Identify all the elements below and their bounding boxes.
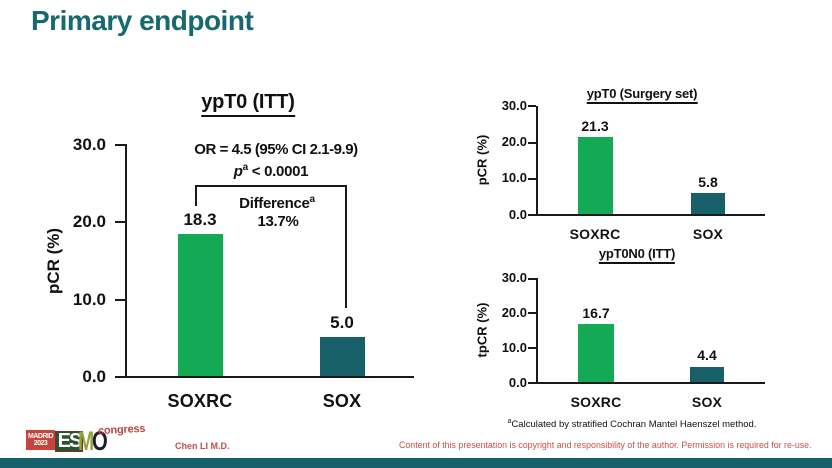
category-label: SOXRC <box>570 394 622 410</box>
difference-superscript: a <box>309 194 316 205</box>
difference-text: Difference <box>239 195 310 212</box>
category-label: SOX <box>691 394 723 410</box>
bar-value-label: 5.0 <box>330 312 354 332</box>
logo-year: 2023 <box>33 440 48 447</box>
odds-ratio-annotation: OR = 4.5 (95% CI 2.1-9.9) <box>194 141 358 158</box>
difference-value: 13.7% <box>257 213 299 230</box>
esmo-m-letter: M <box>78 426 95 456</box>
y-tick-label: 0.0 <box>508 207 527 222</box>
y-tick-label: 30.0 <box>501 270 527 285</box>
y-tick-label: 10.0 <box>501 170 527 185</box>
chart-surgery-title: ypT0 (Surgery set) <box>586 86 697 104</box>
bracket-right-leg <box>345 185 347 308</box>
slide-title: Primary endpoint <box>31 5 254 36</box>
y-axis-line <box>125 144 127 378</box>
y-tick <box>528 382 536 384</box>
footnote: aCalculated by stratified Cochran Mantel… <box>472 418 792 430</box>
y-tick <box>528 277 536 280</box>
y-tick <box>528 312 536 315</box>
esmo-congress-logo: MADRID 2023 ES M O congress <box>26 422 176 456</box>
y-tick <box>115 143 125 146</box>
y-tick-label: 20.0 <box>501 305 527 320</box>
bar-value-label: 4.4 <box>697 347 717 364</box>
y-tick <box>115 298 125 301</box>
y-tick-label: 20.0 <box>72 212 106 231</box>
x-axis-line <box>125 376 414 378</box>
footer-band <box>0 458 832 468</box>
bar-sox <box>690 366 724 382</box>
chart-itt-title: ypT0 (ITT) <box>201 91 295 117</box>
bar-soxrc <box>578 323 614 382</box>
logo-congress-text: congress <box>97 422 146 438</box>
bar-value-label: 18.3 <box>183 209 217 229</box>
y-tick <box>528 347 536 350</box>
difference-label: Differencea <box>239 194 315 212</box>
logo-city: MADRID <box>28 433 54 440</box>
madrid-2023-badge: MADRID 2023 <box>26 430 55 450</box>
y-axis-line <box>536 106 538 216</box>
category-label: SOXRC <box>569 226 621 242</box>
bar-soxrc <box>577 136 613 214</box>
category-label: SOX <box>322 391 362 411</box>
y-tick-label: 30.0 <box>72 135 106 154</box>
esmo-o-letter: O <box>92 426 108 456</box>
footnote-text: Calculated by stratified Cochran Mantel … <box>511 419 757 431</box>
p-value-annotation: pa < 0.0001 <box>233 162 309 180</box>
bar-sox <box>319 337 365 376</box>
y-tick-label: 0.0 <box>508 375 527 390</box>
copyright-disclaimer: Content of this presentation is copyrigh… <box>399 440 812 451</box>
chart-itt-y-axis-label: pCR (%) <box>44 227 63 295</box>
y-tick <box>528 214 536 216</box>
bar-value-label: 5.8 <box>698 173 718 190</box>
bar-value-label: 21.3 <box>581 117 609 134</box>
y-axis-line <box>536 278 538 384</box>
x-axis-line <box>536 382 765 384</box>
bracket-left-leg <box>195 185 197 206</box>
category-label: SOXRC <box>167 391 233 411</box>
bracket-horizontal-line <box>195 185 347 187</box>
bar-sox <box>691 193 725 214</box>
y-tick-label: 10.0 <box>72 290 106 309</box>
bar-value-label: 16.7 <box>582 304 610 321</box>
p-value-text: < 0.0001 <box>247 163 309 180</box>
chart-ypt0n0-title: ypT0N0 (ITT) <box>598 246 675 264</box>
y-tick <box>115 376 125 378</box>
p-symbol: p <box>233 163 243 180</box>
y-tick-label: 0.0 <box>82 367 106 386</box>
x-axis-line <box>536 214 765 216</box>
y-tick-label: 20.0 <box>501 134 527 149</box>
y-tick-label: 30.0 <box>501 98 527 113</box>
category-label: SOX <box>692 226 724 242</box>
y-tick <box>528 141 536 144</box>
bar-soxrc <box>177 234 223 376</box>
esmo-es-letters: ES <box>55 431 83 452</box>
y-tick <box>115 221 125 223</box>
p-superscript: a <box>242 162 249 173</box>
y-tick <box>528 105 536 108</box>
footnote-superscript: a <box>507 418 512 425</box>
y-tick <box>528 177 536 180</box>
presenter-credit: Chen LI M.D. <box>175 441 230 451</box>
y-tick-label: 10.0 <box>501 340 527 355</box>
